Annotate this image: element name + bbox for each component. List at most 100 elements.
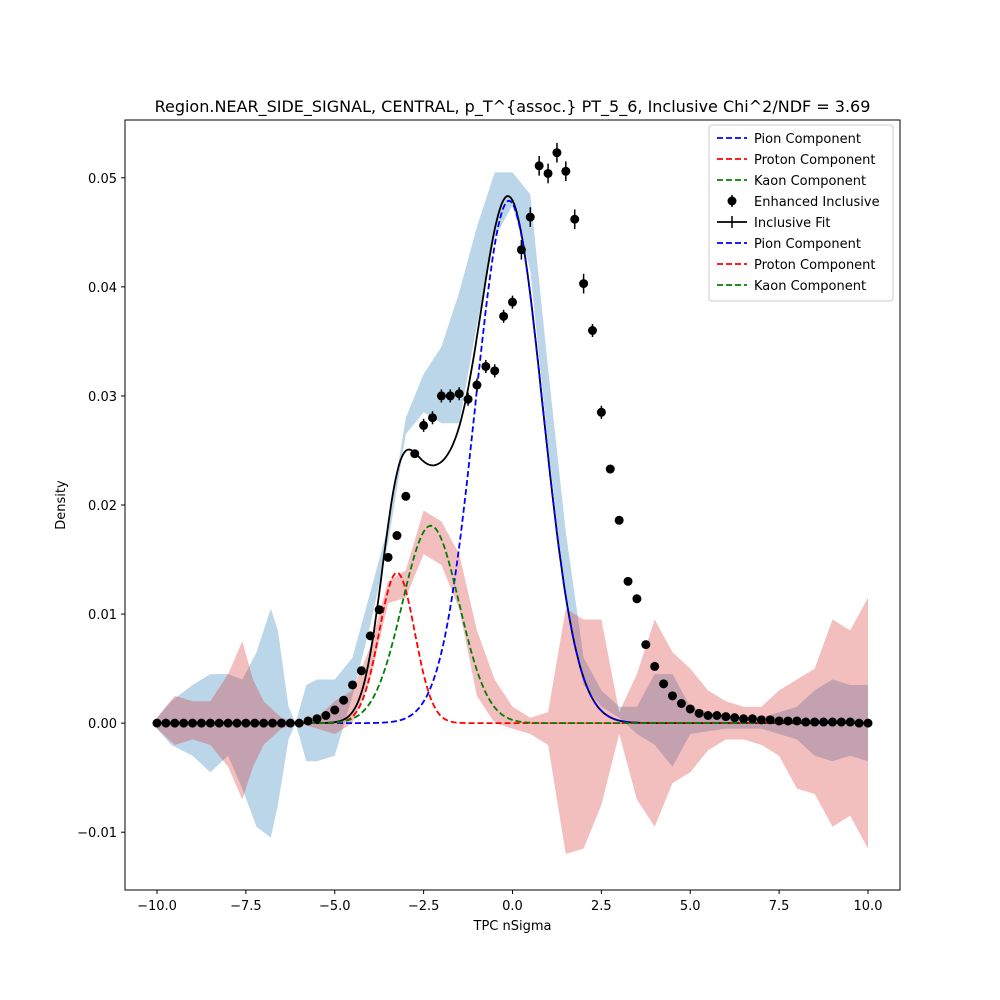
legend-entry-label: Kaon Component [754,279,866,294]
uncertainty-bands [157,172,868,854]
data-point [659,679,669,689]
y-axis-label: Density [54,480,69,530]
data-point [721,712,731,722]
data-point [481,361,491,371]
data-point [810,717,820,727]
data-point [792,716,802,726]
x-tick-label: −5.0 [319,899,351,914]
data-point [605,464,615,474]
data-point [650,661,660,671]
data-point [587,325,597,335]
data-point [819,717,829,727]
data-point [428,413,438,423]
data-point [516,245,526,255]
data-point [401,491,411,501]
data-point [214,718,224,728]
data-point [152,718,162,728]
data-point [205,718,215,728]
x-tick-label: 2.5 [591,899,612,914]
data-point [552,148,562,158]
x-axis-label: TPC nSigma [473,919,552,934]
data-point [836,717,846,727]
data-point [730,713,740,723]
data-point [499,311,509,321]
data-point [285,718,295,728]
y-tick-label: 0.02 [88,499,117,514]
red-uncertainty-band [157,510,868,854]
legend-box [708,124,894,302]
data-point [268,718,278,728]
legend: Pion Component Proton Component Kaon Compo… [708,124,894,302]
y-axis: −0.01 0.00 0.01 0.02 0.03 0.04 0.05 [77,172,125,841]
data-point [232,718,242,728]
x-tick-label: 5.0 [680,899,701,914]
data-point [383,552,393,562]
data-point [330,705,340,715]
data-point [321,710,331,720]
data-point [667,691,677,701]
data-point [365,631,375,641]
legend-entry-label: Enhanced Inclusive [754,195,880,210]
data-point [294,718,304,728]
x-tick-label: 7.5 [769,899,790,914]
data-point [614,515,624,525]
data-point [241,718,251,728]
data-point [641,640,651,650]
data-point [374,605,384,615]
data-point [739,714,749,724]
y-tick-label: −0.01 [77,826,117,841]
legend-entry-label: Kaon Component [754,174,866,189]
data-point [312,714,322,724]
chart-title: Region.NEAR_SIDE_SIGNAL, CENTRAL, p_T^{a… [155,97,871,117]
data-point [561,166,571,176]
data-point [436,391,446,401]
x-tick-label: −7.5 [230,899,262,914]
data-point [525,212,535,222]
y-tick-label: 0.03 [88,390,117,405]
x-tick-label: −10.0 [137,899,177,914]
data-point [170,718,180,728]
data-point [419,420,429,430]
data-point [490,366,500,376]
data-point [774,716,784,726]
data-point [747,714,757,724]
legend-entry-label: Inclusive Fit [754,216,831,231]
x-axis: −10.0 −7.5 −5.0 −2.5 0.0 2.5 5.0 7.5 10.0 [137,890,882,914]
legend-swatch-marker [727,196,737,206]
plot-content [152,142,873,854]
data-point [463,394,473,404]
data-point [765,715,775,725]
data-point [410,449,420,459]
legend-entry-label: Pion Component [754,132,861,147]
data-point [259,718,269,728]
data-point [676,698,686,708]
data-point [801,717,811,727]
y-tick-label: 0.00 [88,717,117,732]
y-tick-label: 0.01 [88,608,117,623]
data-point [250,718,260,728]
data-points [152,142,873,728]
legend-entry-label: Pion Component [754,237,861,252]
data-point [685,704,695,714]
legend-entry-label: Proton Component [754,153,876,168]
data-point [196,718,206,728]
data-point [756,715,766,725]
data-point [508,297,517,307]
data-point [445,391,455,401]
y-tick-label: 0.05 [88,172,117,187]
legend-entry-label: Proton Component [754,258,876,273]
data-point [827,717,837,727]
data-point [356,666,366,676]
data-point [863,718,873,728]
data-point [188,718,198,728]
x-tick-label: −2.5 [408,899,440,914]
data-point [845,717,855,727]
data-point [179,718,189,728]
x-tick-label: 10.0 [854,899,883,914]
data-point [703,710,713,720]
data-point [712,710,722,720]
data-point [534,161,544,171]
data-point [223,718,233,728]
data-point [596,407,606,417]
